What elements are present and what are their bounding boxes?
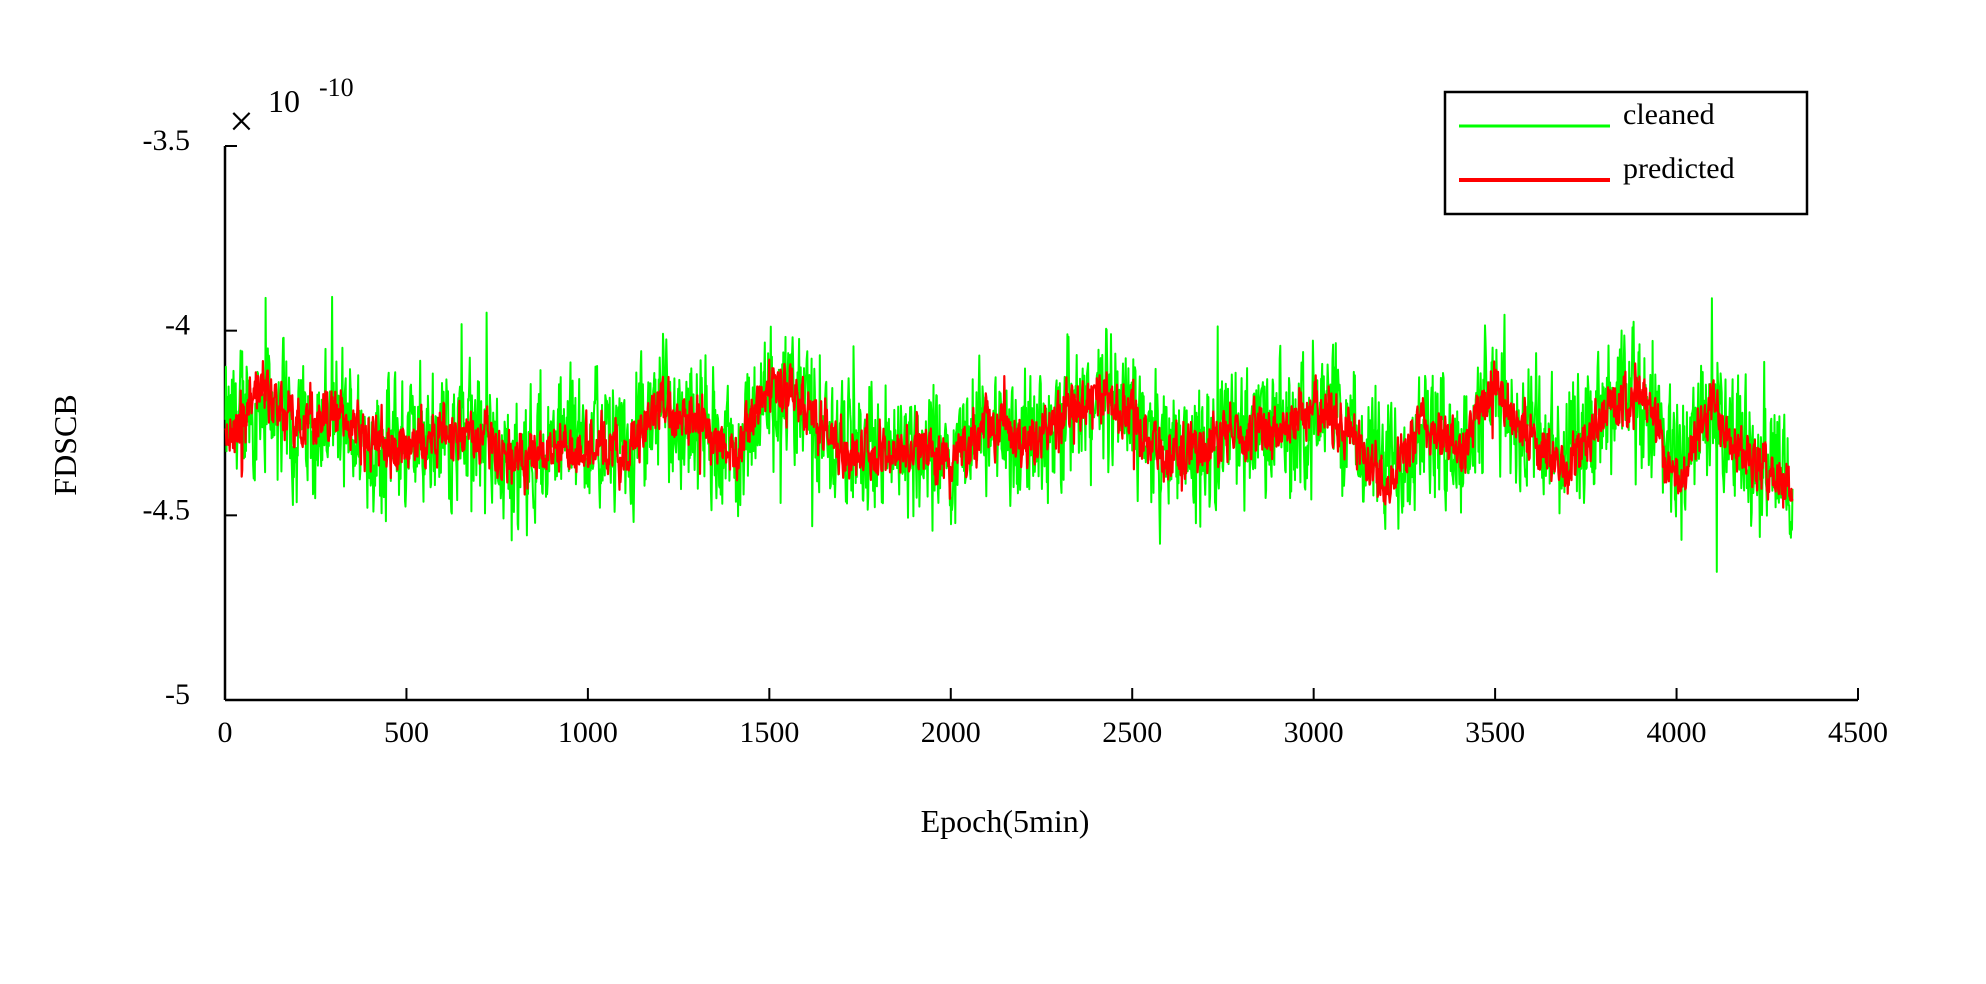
x-tick-label: 4500 — [1828, 716, 1888, 749]
legend: cleaned predicted — [1443, 90, 1809, 216]
x-tick-label: 1500 — [739, 716, 799, 749]
series-line-predicted — [224, 358, 1794, 509]
legend-label-predicted: predicted — [1623, 152, 1735, 185]
x-tick-label: 3000 — [1284, 716, 1344, 749]
y-axis-multiplier: × 10 -10 — [229, 73, 354, 146]
multiplier-symbol: × — [229, 97, 254, 146]
axes — [223, 146, 1858, 702]
x-tick-label: 3500 — [1465, 716, 1525, 749]
y-tick-label: -3.5 — [143, 124, 191, 157]
x-tick-label: 0 — [218, 716, 233, 749]
x-tick-label: 500 — [384, 716, 429, 749]
x-tick-label: 2500 — [1102, 716, 1162, 749]
y-tick-label: -4 — [165, 309, 190, 342]
x-tick-label: 2000 — [921, 716, 981, 749]
series-layer — [224, 295, 1794, 573]
legend-label-cleaned: cleaned — [1623, 98, 1715, 131]
x-tick-label: 1000 — [558, 716, 618, 749]
multiplier-exponent: -10 — [319, 73, 354, 102]
legend-box — [1443, 90, 1809, 216]
y-axis-title: FDSCB — [47, 394, 83, 495]
y-tick-label: -4.5 — [143, 493, 191, 526]
x-tick-label: 4000 — [1647, 716, 1707, 749]
multiplier-base: 10 — [268, 83, 300, 119]
x-axis-title: Epoch(5min) — [921, 803, 1090, 839]
y-tick-label: -5 — [165, 678, 190, 711]
ticks-layer: 0 500 1000 1500 2000 2500 3000 3500 4000 4500 -5 -4… — [143, 124, 1889, 749]
